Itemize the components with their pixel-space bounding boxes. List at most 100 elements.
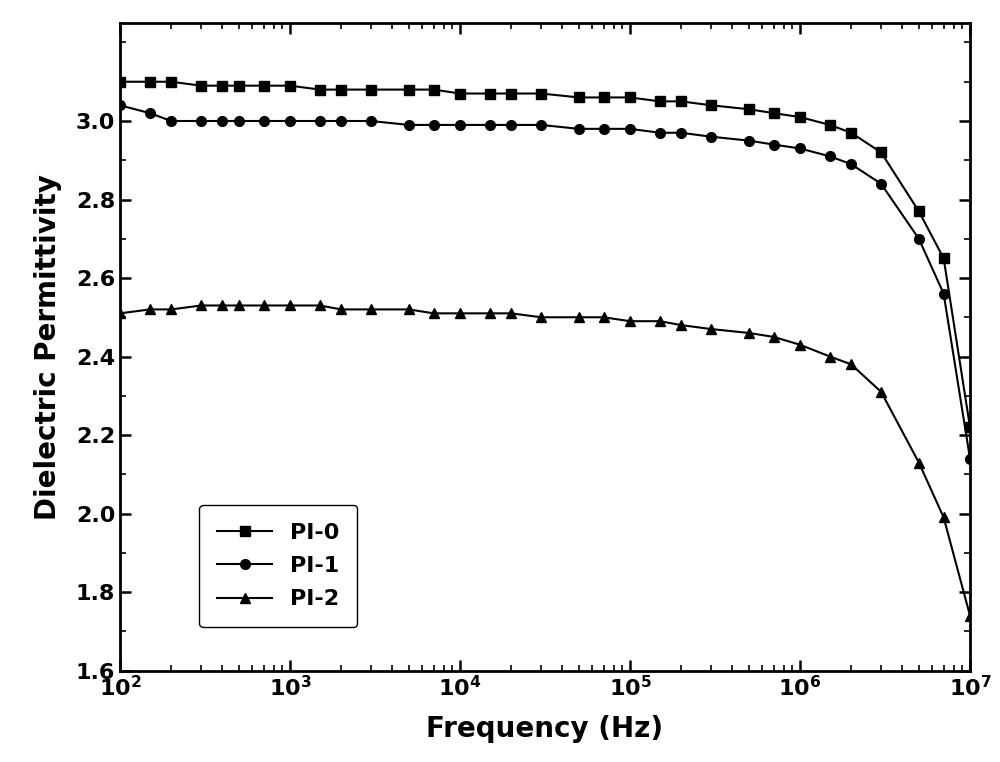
PI-1 (824, 152, 836, 161)
PI-1 (705, 132, 717, 141)
PI-1 (233, 117, 245, 126)
PI-2 (195, 301, 207, 310)
PI-0 (484, 89, 496, 98)
PI-2 (484, 309, 496, 318)
PI-0 (535, 89, 547, 98)
PI-2 (258, 301, 270, 310)
X-axis label: Frequency (Hz): Frequency (Hz) (426, 715, 664, 742)
PI-1 (454, 120, 466, 130)
PI-2 (573, 312, 585, 322)
PI-0 (743, 104, 755, 114)
PI-0 (216, 81, 228, 90)
PI-1 (768, 140, 780, 149)
PI-0 (365, 85, 377, 94)
Legend: PI-0, PI-1, PI-2: PI-0, PI-1, PI-2 (199, 505, 357, 627)
PI-2 (454, 309, 466, 318)
PI-2 (598, 312, 610, 322)
PI-0 (964, 423, 976, 432)
PI-0 (598, 93, 610, 102)
PI-1 (314, 117, 326, 126)
PI-0 (505, 89, 517, 98)
PI-0 (165, 77, 177, 86)
PI-1 (428, 120, 440, 130)
Y-axis label: Dielectric Permittivity: Dielectric Permittivity (34, 174, 62, 520)
PI-2 (913, 458, 925, 467)
PI-2 (403, 305, 415, 314)
PI-2 (535, 312, 547, 322)
PI-1 (216, 117, 228, 126)
PI-2 (505, 309, 517, 318)
PI-1 (114, 101, 126, 110)
PI-2 (335, 305, 347, 314)
PI-0 (284, 81, 296, 90)
PI-0 (654, 97, 666, 106)
PI-0 (428, 85, 440, 94)
PI-1 (624, 124, 636, 133)
PI-1 (505, 120, 517, 130)
PI-2 (314, 301, 326, 310)
Line: PI-0: PI-0 (115, 77, 975, 432)
PI-1 (535, 120, 547, 130)
PI-2 (964, 611, 976, 620)
PI-2 (365, 305, 377, 314)
PI-1 (335, 117, 347, 126)
PI-2 (705, 325, 717, 334)
PI-2 (654, 317, 666, 326)
PI-1 (165, 117, 177, 126)
PI-1 (258, 117, 270, 126)
PI-0 (195, 81, 207, 90)
PI-0 (624, 93, 636, 102)
PI-0 (845, 128, 857, 137)
Line: PI-1: PI-1 (115, 101, 975, 463)
PI-0 (233, 81, 245, 90)
PI-1 (403, 120, 415, 130)
PI-0 (913, 207, 925, 216)
PI-0 (675, 97, 687, 106)
PI-2 (428, 309, 440, 318)
PI-2 (165, 305, 177, 314)
PI-0 (144, 77, 156, 86)
PI-2 (845, 360, 857, 369)
PI-1 (284, 117, 296, 126)
PI-2 (624, 317, 636, 326)
PI-0 (258, 81, 270, 90)
PI-0 (573, 93, 585, 102)
Line: PI-2: PI-2 (115, 301, 975, 620)
PI-2 (675, 321, 687, 330)
PI-2 (743, 328, 755, 338)
PI-0 (705, 101, 717, 110)
PI-2 (216, 301, 228, 310)
PI-2 (824, 352, 836, 361)
PI-2 (768, 332, 780, 341)
PI-1 (964, 454, 976, 463)
PI-2 (114, 309, 126, 318)
PI-1 (484, 120, 496, 130)
PI-1 (845, 159, 857, 168)
PI-1 (598, 124, 610, 133)
PI-0 (938, 254, 950, 263)
PI-1 (913, 234, 925, 243)
PI-1 (365, 117, 377, 126)
PI-0 (114, 77, 126, 86)
PI-1 (794, 144, 806, 153)
PI-0 (314, 85, 326, 94)
PI-1 (144, 108, 156, 117)
PI-0 (403, 85, 415, 94)
PI-0 (335, 85, 347, 94)
PI-0 (794, 113, 806, 122)
PI-0 (875, 148, 887, 157)
PI-1 (938, 289, 950, 298)
PI-0 (454, 89, 466, 98)
PI-2 (794, 340, 806, 349)
PI-2 (284, 301, 296, 310)
PI-1 (654, 128, 666, 137)
PI-2 (875, 387, 887, 396)
PI-1 (675, 128, 687, 137)
PI-0 (824, 120, 836, 130)
PI-2 (233, 301, 245, 310)
PI-0 (768, 108, 780, 117)
PI-1 (573, 124, 585, 133)
PI-2 (938, 513, 950, 522)
PI-1 (743, 136, 755, 146)
PI-1 (875, 179, 887, 188)
